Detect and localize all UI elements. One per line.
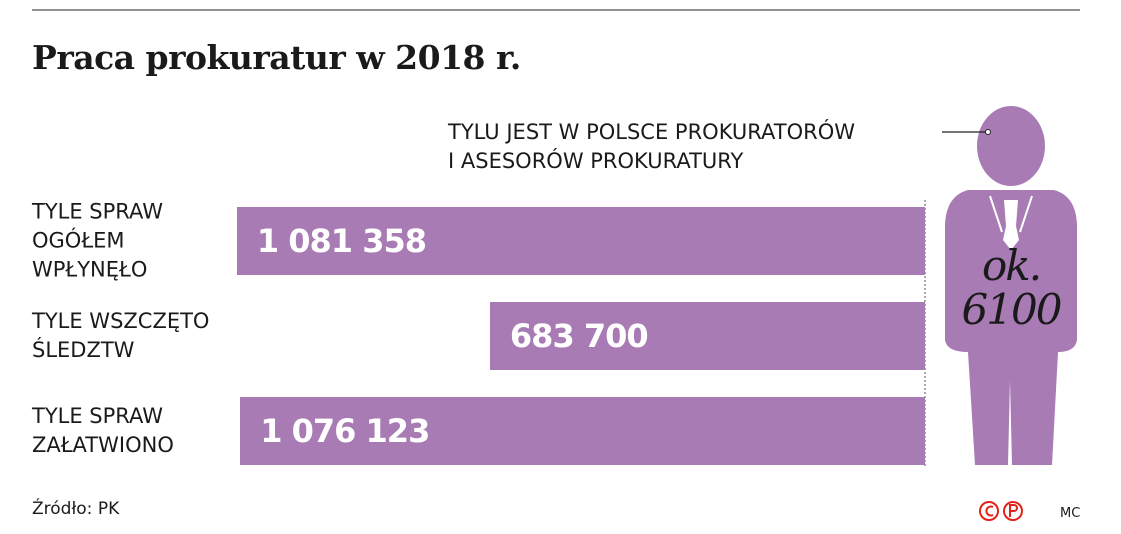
- collar: [989, 195, 1033, 233]
- tie: [1003, 200, 1019, 250]
- category-label: TYLE SPRAW OGÓŁEM WPŁYNĘŁO: [32, 199, 164, 282]
- value-label: 1 081 358: [256, 222, 427, 260]
- bar: 1 081 358: [236, 207, 925, 275]
- credit: MC: [1060, 506, 1081, 521]
- annotation-dot: [985, 129, 991, 135]
- value-label: 1 076 123: [260, 412, 430, 450]
- chart-title: Praca prokuratur w 2018 r.: [32, 38, 521, 77]
- annotation: TYLU JEST W POLSCE PROKURATORÓW I ASESOR…: [448, 120, 855, 173]
- category-label: TYLE SPRAW ZAŁATWIONO: [32, 404, 174, 457]
- person-icon: [945, 106, 1077, 465]
- source: Źródło: PK: [32, 499, 120, 519]
- annotation-value: ok. 6100: [961, 241, 1063, 334]
- bar: 683 700: [489, 302, 925, 370]
- value-label: 683 700: [509, 317, 649, 355]
- bar: 1 076 123: [240, 397, 925, 465]
- logo: [979, 501, 1023, 521]
- category-label: TYLE WSZCZĘTO ŚLEDZTW: [32, 309, 210, 362]
